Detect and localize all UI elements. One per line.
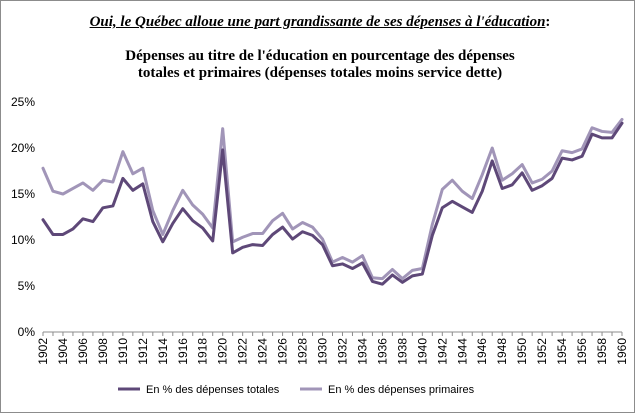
x-tick-label: 1906	[76, 338, 90, 365]
x-tick-label: 1910	[116, 338, 130, 365]
series-line	[41, 121, 624, 286]
x-tick-label: 1924	[256, 338, 270, 365]
chart-title-colon: :	[545, 14, 551, 30]
series-line	[41, 117, 624, 281]
x-tick-label: 1930	[316, 338, 330, 365]
y-tick-label: 5%	[18, 279, 36, 293]
x-tick-label: 1942	[435, 338, 449, 365]
x-tick-label: 1920	[216, 338, 230, 365]
x-tick-label: 1904	[56, 338, 70, 365]
x-tick-label: 1916	[176, 338, 190, 365]
x-tick-label: 1948	[495, 338, 509, 365]
x-tick-label: 1960	[615, 338, 629, 365]
chart-subtitle-line2: totales et primaires (dépenses totales m…	[137, 65, 503, 81]
legend-label: En % des dépenses primaires	[328, 384, 475, 396]
x-tick-label: 1938	[395, 338, 409, 365]
x-tick-label: 1940	[415, 338, 429, 365]
x-tick-label: 1952	[535, 338, 549, 365]
x-tick-label: 1934	[355, 338, 369, 365]
x-tick-label: 1944	[455, 338, 469, 365]
x-tick-label: 1914	[156, 338, 170, 365]
y-tick-label: 0%	[18, 325, 36, 339]
x-tick-label: 1954	[555, 338, 569, 365]
legend-label: En % des dépenses totales	[146, 384, 280, 396]
x-tick-label: 1908	[96, 338, 110, 365]
x-tick-label: 1956	[575, 338, 589, 365]
y-tick-label: 20%	[11, 141, 35, 155]
chart-title-text: Oui, le Québec alloue une part grandissa…	[89, 14, 546, 30]
x-tick-label: 1932	[335, 338, 349, 365]
x-tick-label: 1922	[236, 338, 250, 365]
chart-subtitle: Dépenses au titre de l'éducation en pour…	[40, 48, 600, 82]
x-tick-label: 1946	[475, 338, 489, 365]
x-tick-label: 1912	[136, 338, 150, 365]
chart-title: Oui, le Québec alloue une part grandissa…	[40, 14, 600, 31]
x-tick-label: 1950	[515, 338, 529, 365]
y-tick-label: 15%	[11, 187, 35, 201]
x-tick-label: 1926	[276, 338, 290, 365]
x-tick-label: 1902	[36, 338, 50, 365]
x-tick-label: 1958	[595, 338, 609, 365]
x-tick-label: 1918	[196, 338, 210, 365]
x-tick-label: 1928	[296, 338, 310, 365]
y-tick-label: 10%	[11, 233, 35, 247]
chart-subtitle-line1: Dépenses au titre de l'éducation en pour…	[125, 48, 515, 64]
y-tick-label: 25%	[11, 95, 35, 109]
x-tick-label: 1936	[375, 338, 389, 365]
